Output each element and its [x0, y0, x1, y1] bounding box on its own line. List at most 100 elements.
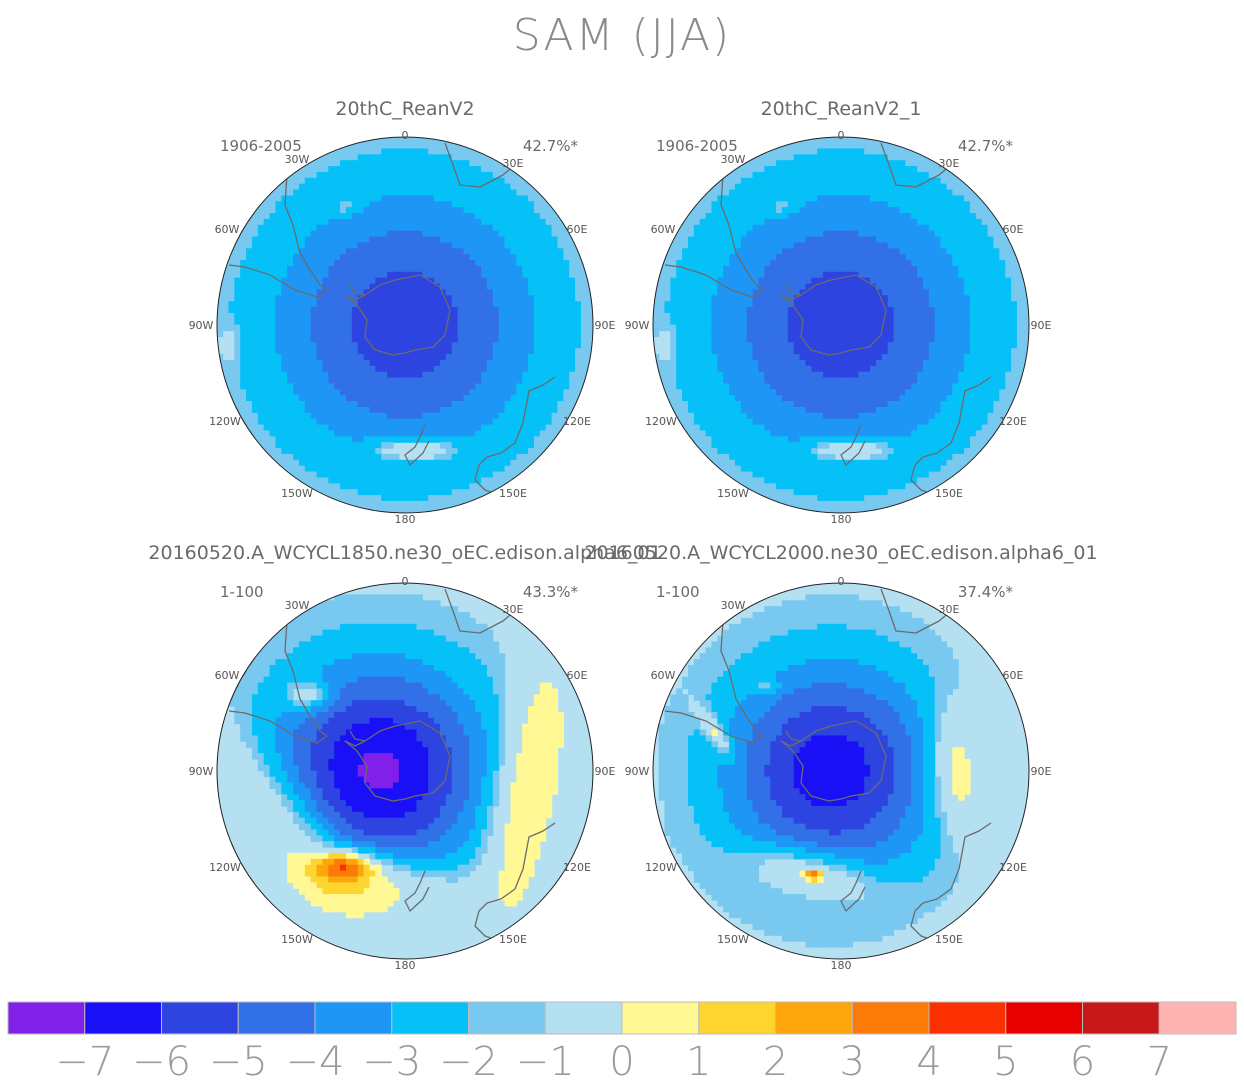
- field-cell: [340, 265, 347, 273]
- field-cell: [905, 160, 912, 167]
- field-cell: [899, 213, 906, 220]
- field-cell: [993, 242, 1000, 249]
- field-cell: [428, 336, 435, 343]
- field-cell: [451, 412, 459, 420]
- field-cell: [828, 201, 836, 208]
- field-cell: [905, 312, 912, 320]
- field-cell: [457, 436, 465, 443]
- field-cell: [481, 489, 488, 496]
- field-cell: [328, 371, 335, 379]
- field-cell: [269, 377, 277, 385]
- field-cell: [404, 137, 412, 144]
- field-cell: [687, 289, 695, 296]
- field-cell: [799, 312, 807, 320]
- field-cell: [676, 301, 683, 308]
- field-cell: [293, 318, 300, 326]
- field-cell: [463, 448, 470, 455]
- field-cell: [316, 260, 324, 267]
- field-cell: [676, 254, 683, 261]
- field-cell: [911, 301, 918, 308]
- field-cell: [387, 265, 394, 273]
- field-cell: [422, 283, 429, 291]
- field-cell: [752, 177, 760, 185]
- field-cell: [481, 359, 488, 367]
- field-cell: [428, 271, 435, 279]
- field-cell: [811, 283, 818, 291]
- field-cell: [434, 389, 441, 396]
- field-cell: [369, 465, 376, 473]
- field-cell: [781, 271, 789, 279]
- field-cell: [539, 354, 547, 361]
- field-cell: [799, 137, 807, 144]
- field-cell: [705, 201, 713, 208]
- field-cell: [817, 295, 824, 302]
- field-cell: [528, 265, 535, 273]
- field-cell: [422, 412, 429, 420]
- field-cell: [416, 324, 423, 332]
- field-cell: [528, 371, 535, 379]
- field-cell: [823, 148, 830, 155]
- field-cell: [922, 242, 930, 249]
- field-cell: [723, 207, 730, 214]
- field-cell: [563, 260, 570, 267]
- field-cell: [881, 166, 889, 173]
- field-cell: [811, 171, 818, 179]
- field-cell: [987, 289, 995, 296]
- field-cell: [569, 289, 576, 296]
- field-cell: [457, 465, 465, 473]
- field-cell: [840, 307, 848, 314]
- field-cell: [893, 224, 901, 232]
- field-cell: [481, 312, 488, 320]
- field-cell: [498, 471, 506, 479]
- field-cell: [328, 318, 335, 326]
- field-cell: [516, 289, 523, 296]
- field-cell: [463, 289, 470, 296]
- field-cell: [328, 236, 335, 244]
- field-cell: [510, 254, 517, 261]
- field-cell: [334, 142, 341, 150]
- field-cell: [416, 213, 423, 220]
- field-cell: [770, 142, 777, 150]
- field-cell: [758, 218, 765, 226]
- field-cell: [711, 295, 718, 302]
- field-cell: [469, 218, 476, 226]
- field-cell: [799, 271, 807, 279]
- field-cell: [439, 365, 447, 373]
- field-cell: [575, 254, 582, 261]
- field-cell: [422, 183, 429, 191]
- field-cell: [475, 236, 482, 244]
- field-cell: [469, 148, 476, 155]
- field-cell: [251, 348, 259, 355]
- field-cell: [328, 213, 335, 220]
- field-cell: [334, 160, 341, 167]
- field-cell: [369, 412, 376, 420]
- field-cell: [563, 383, 570, 390]
- field-cell: [881, 271, 889, 279]
- field-cell: [928, 189, 936, 197]
- field-cell: [404, 418, 412, 426]
- field-cell: [852, 277, 859, 285]
- field-cell: [887, 171, 895, 179]
- field-cell: [758, 277, 765, 285]
- field-cell: [922, 160, 930, 167]
- field-cell: [653, 301, 660, 308]
- field-cell: [481, 459, 488, 467]
- field-cell: [369, 154, 376, 161]
- field-cell: [422, 236, 429, 244]
- field-cell: [445, 160, 453, 167]
- field-cell: [263, 448, 271, 455]
- field-cell: [899, 236, 906, 244]
- field-cell: [705, 224, 713, 232]
- field-cell: [834, 154, 842, 161]
- field-cell: [257, 383, 265, 390]
- field-cell: [404, 177, 412, 185]
- field-cell: [263, 401, 271, 408]
- field-cell: [764, 307, 771, 314]
- field-cell: [781, 277, 789, 285]
- field-cell: [398, 489, 406, 496]
- field-cell: [334, 148, 341, 155]
- field-cell: [387, 436, 394, 443]
- field-cell: [922, 207, 930, 214]
- field-cell: [870, 224, 877, 232]
- field-cell: [322, 359, 329, 367]
